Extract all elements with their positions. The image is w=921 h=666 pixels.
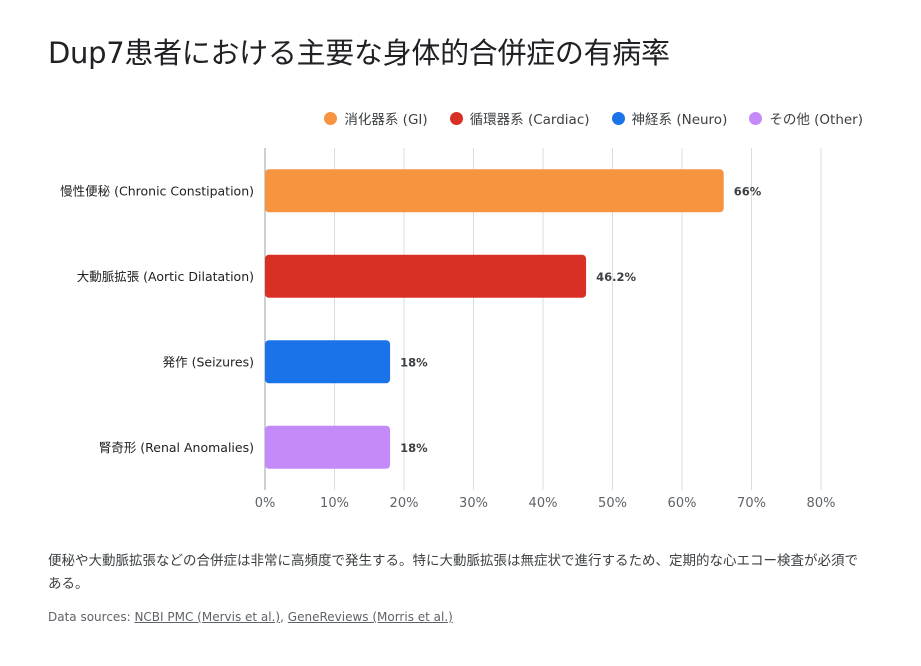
x-tick-label-2: 20% (390, 496, 419, 511)
sources-prefix: Data sources: (48, 610, 131, 624)
x-tick-label-1: 10% (320, 496, 349, 511)
legend-item-gi[interactable]: 消化器系 (GI) (324, 108, 428, 128)
x-tick-label-4: 40% (529, 496, 558, 511)
data-label-0: 66% (734, 184, 762, 198)
category-label-3: 腎奇形 (Renal Anomalies) (99, 440, 254, 455)
bar-2 (265, 340, 391, 384)
legend-label-gi: 消化器系 (GI) (344, 112, 428, 128)
legend-swatch-neuro (611, 111, 625, 125)
x-tick-label-6: 60% (668, 496, 697, 511)
source-link-ncbi[interactable]: NCBI PMC (Mervis et al.) (134, 610, 281, 624)
bar-3 (265, 425, 391, 469)
legend-label-neuro: 神経系 (Neuro) (631, 112, 728, 128)
x-tick-label-0: 0% (255, 496, 276, 511)
bar-0 (265, 169, 724, 213)
legend-item-neuro[interactable]: 神経系 (Neuro) (611, 108, 728, 128)
legend-label-other: その他 (Other) (769, 112, 863, 128)
x-tick-label-3: 30% (459, 496, 488, 511)
chart-note: 便秘や大動脈拡張などの合併症は非常に高頻度で発生する。特に大動脈拡張は無症状で進… (48, 553, 858, 592)
bar-1 (265, 254, 587, 298)
data-label-1: 46.2% (596, 270, 636, 284)
bar-chart: 0% 10% 20% 30% 40% 50% 60% 70% 80% 慢性便秘 (Chronic … (60, 148, 836, 511)
data-label-2: 18% (400, 355, 428, 369)
chart-title: Dup7患者における主要な身体的合併症の有病率 (48, 36, 670, 70)
x-tick-label-5: 50% (598, 496, 627, 511)
legend-swatch-other (749, 111, 763, 125)
data-label-3: 18% (400, 441, 428, 455)
source-link-genereviews[interactable]: GeneReviews (Morris et al.) (287, 610, 453, 624)
category-label-2: 発作 (Seizures) (163, 354, 254, 369)
data-sources: Data sources: NCBI PMC (Mervis et al.), … (48, 610, 453, 624)
legend-swatch-cardiac (449, 111, 463, 125)
category-label-1: 大動脈拡張 (Aortic Dilatation) (77, 269, 254, 284)
legend-swatch-gi (324, 111, 338, 125)
legend-label-cardiac: 循環器系 (Cardiac) (469, 112, 590, 128)
category-label-0: 慢性便秘 (Chronic Constipation) (60, 183, 254, 198)
x-tick-label-7: 70% (737, 496, 766, 511)
legend-item-other[interactable]: その他 (Other) (749, 108, 863, 128)
legend-item-cardiac[interactable]: 循環器系 (Cardiac) (449, 108, 590, 128)
x-tick-label-8: 80% (807, 496, 836, 511)
sources-separator: , (280, 610, 284, 624)
legend: 消化器系 (GI) 循環器系 (Cardiac) 神経系 (Neuro) その他… (324, 108, 863, 128)
